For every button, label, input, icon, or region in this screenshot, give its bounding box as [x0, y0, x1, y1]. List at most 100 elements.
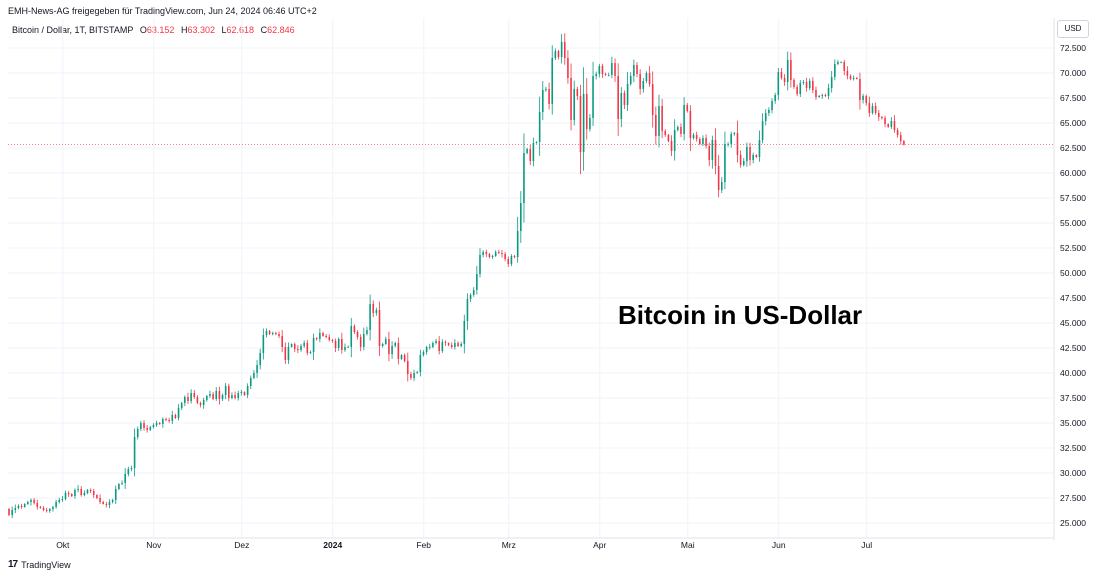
candle-body [416, 372, 418, 373]
candle-body [595, 74, 597, 76]
candle-body [268, 331, 271, 334]
candle-body [570, 78, 572, 120]
candle-body [545, 89, 547, 90]
symbol-name[interactable]: Bitcoin / Dollar, 1T, BITSTAMP [12, 25, 134, 35]
candle-body [818, 96, 820, 97]
candle-body [667, 135, 670, 141]
candle-body [607, 75, 610, 76]
candle-body [215, 391, 218, 399]
candle-body [903, 141, 905, 145]
candle-body [485, 252, 488, 254]
candle-body [202, 400, 205, 405]
candle-body [827, 88, 830, 96]
candle-body [617, 76, 619, 119]
candle-body [297, 349, 299, 350]
candle-body [410, 374, 412, 378]
candle-body [256, 365, 258, 373]
candle-body [102, 502, 104, 504]
x-tick-label: Jun [772, 540, 786, 550]
candle-body [670, 141, 673, 151]
candle-body [648, 73, 651, 84]
candle-body [143, 423, 145, 428]
candle-body [856, 78, 858, 79]
candle-body [325, 336, 327, 337]
candle-body [381, 344, 384, 346]
candle-body [796, 87, 798, 94]
candle-body [114, 489, 117, 500]
candle-body [460, 344, 462, 346]
candle-body [874, 106, 877, 113]
chart-attribution: EMH-News-AG freigegeben für TradingView.… [8, 6, 317, 16]
candle-body [557, 51, 560, 57]
candle-body [259, 353, 261, 365]
candle-body [391, 346, 393, 354]
candle-body [271, 333, 274, 334]
candle-body [764, 113, 767, 121]
candle-body [300, 346, 302, 350]
candle-body [253, 373, 255, 378]
candle-body [529, 149, 532, 161]
candle-body [711, 140, 714, 160]
candle-body [27, 502, 29, 504]
candle-body [830, 77, 833, 88]
footer-branding[interactable]: 17 TradingView [8, 559, 71, 570]
chart-axes [8, 18, 1055, 540]
candle-body [686, 105, 689, 111]
candle-body [231, 395, 233, 398]
candle-body [234, 395, 236, 398]
candle-body [563, 42, 566, 58]
candle-body [193, 393, 196, 397]
y-tick-label: 35.000 [1060, 418, 1086, 428]
candle-body [375, 310, 378, 313]
y-tick-label: 62.500 [1060, 143, 1086, 153]
candle-body [626, 84, 629, 105]
candle-body [554, 51, 557, 58]
candle-body [237, 393, 240, 398]
candle-body [852, 78, 855, 79]
y-axis-labels: 25.000 27.500 30.000 32.500 35.000 37.500 40.0… [1060, 43, 1086, 528]
candle-body [428, 347, 431, 348]
candle-body [699, 139, 701, 144]
candle-body [589, 118, 591, 129]
y-tick-label: 45.000 [1060, 318, 1086, 328]
candle-body [278, 334, 280, 336]
candle-body [683, 105, 685, 134]
candle-body [582, 94, 585, 152]
candle-body [36, 503, 39, 507]
y-tick-label: 57.500 [1060, 193, 1086, 203]
candle-body [14, 508, 17, 510]
currency-button[interactable]: USD [1057, 20, 1089, 38]
candle-body [265, 331, 268, 335]
candle-body [532, 143, 535, 161]
candle-body [397, 343, 400, 359]
candle-body [83, 493, 86, 495]
y-tick-label: 65.000 [1060, 118, 1086, 128]
y-tick-label: 30.000 [1060, 468, 1086, 478]
y-tick-label: 52.500 [1060, 243, 1086, 253]
candle-body [843, 62, 846, 71]
candle-body [542, 90, 544, 112]
candle-body [177, 408, 180, 418]
candle-body [702, 138, 704, 144]
grid-lines [8, 18, 1054, 538]
candle-body [400, 355, 403, 359]
y-tick-label: 40.000 [1060, 368, 1086, 378]
candle-body [133, 437, 136, 468]
candle-body [111, 500, 114, 502]
candle-body [538, 112, 541, 142]
candle-body [724, 144, 726, 182]
candle-body [576, 89, 579, 96]
candle-body [209, 394, 211, 396]
candle-body [479, 255, 481, 274]
candle-body [71, 494, 73, 496]
candle-body [488, 254, 491, 257]
candle-body [413, 373, 415, 378]
candle-body [303, 343, 305, 346]
candle-body [149, 427, 152, 430]
candle-body [573, 89, 575, 120]
candle-body [899, 135, 902, 141]
candle-body [771, 101, 773, 110]
candle-body [49, 509, 51, 511]
candle-body [221, 395, 224, 399]
